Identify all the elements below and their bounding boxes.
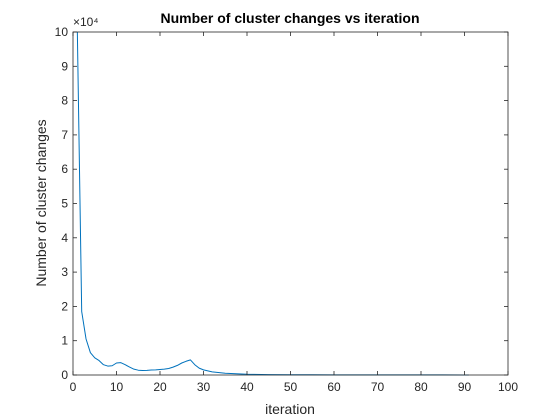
x-tick-label: 70	[371, 380, 385, 394]
x-axis-label: iteration	[265, 401, 315, 417]
chart-title: Number of cluster changes vs iteration	[160, 10, 419, 26]
x-tick-label: 100	[498, 380, 518, 394]
y-tick-label: 0	[61, 368, 68, 382]
y-tick-label: 8	[61, 94, 68, 108]
y-tick-label: 7	[61, 128, 68, 142]
y-tick-label: 6	[61, 162, 68, 176]
y-tick-label: 1	[61, 334, 68, 348]
y-tick-label: 9	[61, 59, 68, 73]
ticks-layer: 0 10 20 30 40 50 60 70 80 90 100 0 1 2 3 4 5 6 7 8 9 10	[55, 25, 519, 394]
y-axis-label: Number of cluster changes	[33, 119, 49, 286]
y-tick-label: 4	[61, 231, 68, 245]
plot-area	[73, 32, 508, 375]
x-tick-label: 50	[284, 380, 298, 394]
x-tick-label: 60	[327, 380, 341, 394]
y-tick-label: 2	[61, 299, 68, 313]
y-tick-label: 5	[61, 197, 68, 211]
x-tick-label: 0	[70, 380, 77, 394]
x-tick-label: 80	[414, 380, 428, 394]
y-tick-label: 10	[55, 25, 69, 39]
x-tick-label: 90	[458, 380, 472, 394]
y-exponent-label: ×10⁴	[73, 15, 99, 29]
x-tick-label: 30	[197, 380, 211, 394]
x-tick-label: 20	[153, 380, 167, 394]
x-tick-label: 10	[110, 380, 124, 394]
x-tick-label: 40	[240, 380, 254, 394]
y-tick-label: 3	[61, 265, 68, 279]
